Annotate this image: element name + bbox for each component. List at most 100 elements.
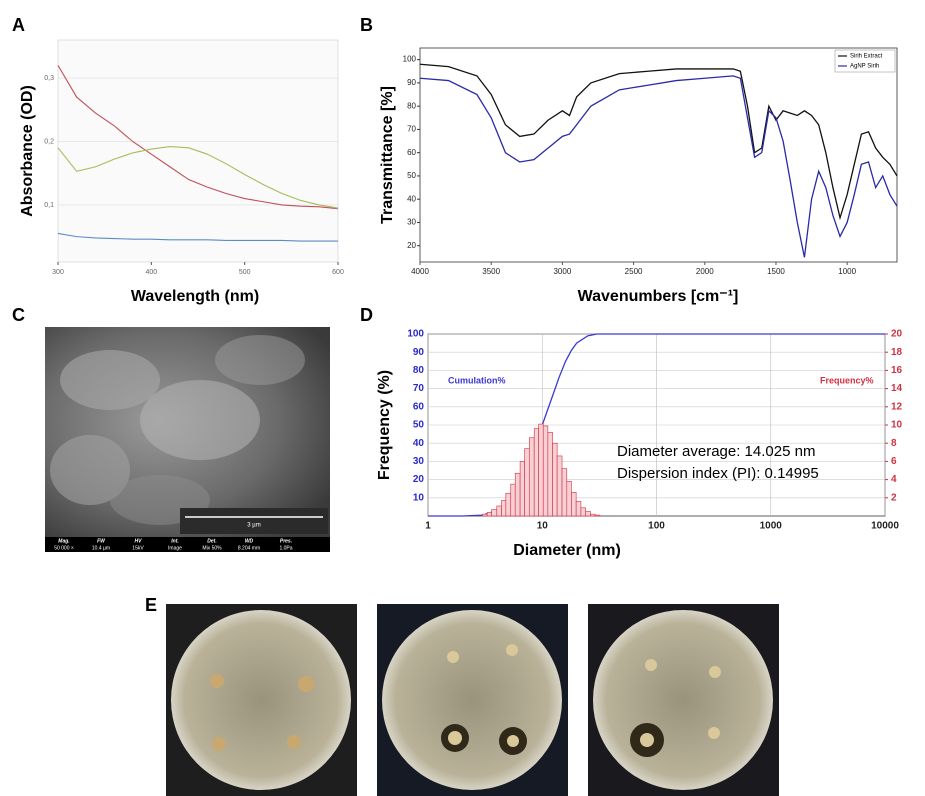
histogram-bar [561,468,568,517]
panel-label: E [145,595,157,615]
x-tick-label: 400 [145,269,157,276]
histogram-bar [510,483,516,517]
y-tick-label: 30 [407,218,416,227]
annotation: Dispersion index (PI): 0.14995 [617,465,819,482]
histogram-bar [542,425,549,517]
x-tick-label: 3000 [553,267,571,276]
x-axis-title: Wavelength (nm) [131,288,259,305]
legend-box [834,49,896,73]
info-value: 10.4 µm [92,545,110,551]
y-tick-label: 80 [413,365,425,376]
panel-label: D [360,305,373,325]
histogram-bar [575,501,582,517]
panel-label: A [12,15,25,35]
histogram-bar [524,448,530,517]
info-value: 8.204 mm [238,545,260,551]
info-value: Image [168,545,182,551]
y-tick-label: 100 [407,329,424,340]
y-tick-label: 50 [407,171,416,180]
histogram-bar [496,505,502,517]
histogram-bar [533,428,539,517]
y-tick-label: 10 [413,492,425,503]
x-tick-label: 100 [648,521,665,532]
x-tick-label: 10 [537,521,549,532]
y-axis-title: Transmittance [%] [379,86,396,224]
x-tick-label: 300 [52,269,64,276]
annotation: Diameter average: 14.025 nm [617,443,815,460]
y-tick-label: 100 [403,55,417,64]
histogram-bar [594,514,601,517]
info-value: 1.0Pa [279,545,292,551]
x-axis-title: Wavenumbers [cm⁻¹] [578,288,739,305]
line [419,75,898,258]
histogram-bar [514,472,521,517]
y-axis-title: Frequency (%) [376,370,393,480]
x-tick-label: 2500 [625,267,643,276]
y-tick-label: 0,3 [44,75,54,82]
y-tick-label: 70 [413,383,425,394]
y-tick-label: 70 [407,125,416,134]
histogram-bar [491,509,498,517]
sem-image [45,327,330,552]
y-tick-label: 60 [413,401,425,412]
plot-area [419,47,898,263]
series-label: Frequency% [820,375,874,385]
y-tick-label: 90 [413,347,425,358]
y-tick-label: 0,1 [44,202,54,209]
histogram-bar [590,513,596,517]
info-value: 15kV [132,545,144,551]
y-tick-label: 60 [407,148,416,157]
x-tick-label: 600 [332,269,344,276]
y2-tick-label: 6 [891,456,897,467]
info-label: Pres. [280,538,292,544]
x-tick-label: 500 [239,269,251,276]
y2-tick-label: 12 [891,401,903,412]
y-tick-label: 90 [407,78,416,87]
histogram-bar [501,500,507,517]
line [419,63,898,221]
x-tick-label: 1500 [767,267,785,276]
legend-label: Sirih Extract [850,54,883,60]
x-tick-label: 1000 [760,521,783,532]
histogram-bar [505,492,512,517]
series-label: Cumulation% [448,375,506,385]
scale-bar-label: 3 µm [247,523,260,529]
x-tick-label: 1 [425,521,431,532]
y-tick-label: 40 [407,194,416,203]
y2-tick-label: 14 [891,383,903,394]
line [57,146,339,209]
histogram-bar [571,492,577,517]
info-value: 50 000 × [54,545,74,551]
y2-tick-label: 10 [891,420,903,431]
info-label: HV [135,538,143,544]
y-axis-title: Absorbance (OD) [19,85,36,217]
x-axis-title: Diameter (nm) [513,542,621,559]
histogram-bar [566,481,572,517]
y2-tick-label: 18 [891,347,903,358]
histogram-bar [519,461,525,517]
x-tick-label: 3500 [482,267,500,276]
petri-dishes [166,604,779,796]
info-label: Int. [171,538,179,544]
info-value: Mix 50% [202,545,222,551]
y-tick-label: 50 [413,420,425,431]
histogram-bar [580,507,586,517]
y-tick-label: 80 [407,101,416,110]
info-label: Det. [207,538,216,544]
y-tick-label: 40 [413,438,425,449]
y-tick-label: 30 [413,456,425,467]
x-tick-label: 2000 [696,267,714,276]
x-tick-label: 10000 [871,521,899,532]
x-tick-label: 1000 [838,267,856,276]
y-tick-label: 20 [413,474,425,485]
histogram-bar [556,455,563,517]
panel-label: C [12,305,25,325]
y-tick-label: 20 [407,241,416,250]
histogram-bar [482,513,488,517]
histogram-bar [552,442,558,517]
line [57,232,338,242]
histogram-bar [547,431,553,517]
histogram-bar [486,512,492,517]
